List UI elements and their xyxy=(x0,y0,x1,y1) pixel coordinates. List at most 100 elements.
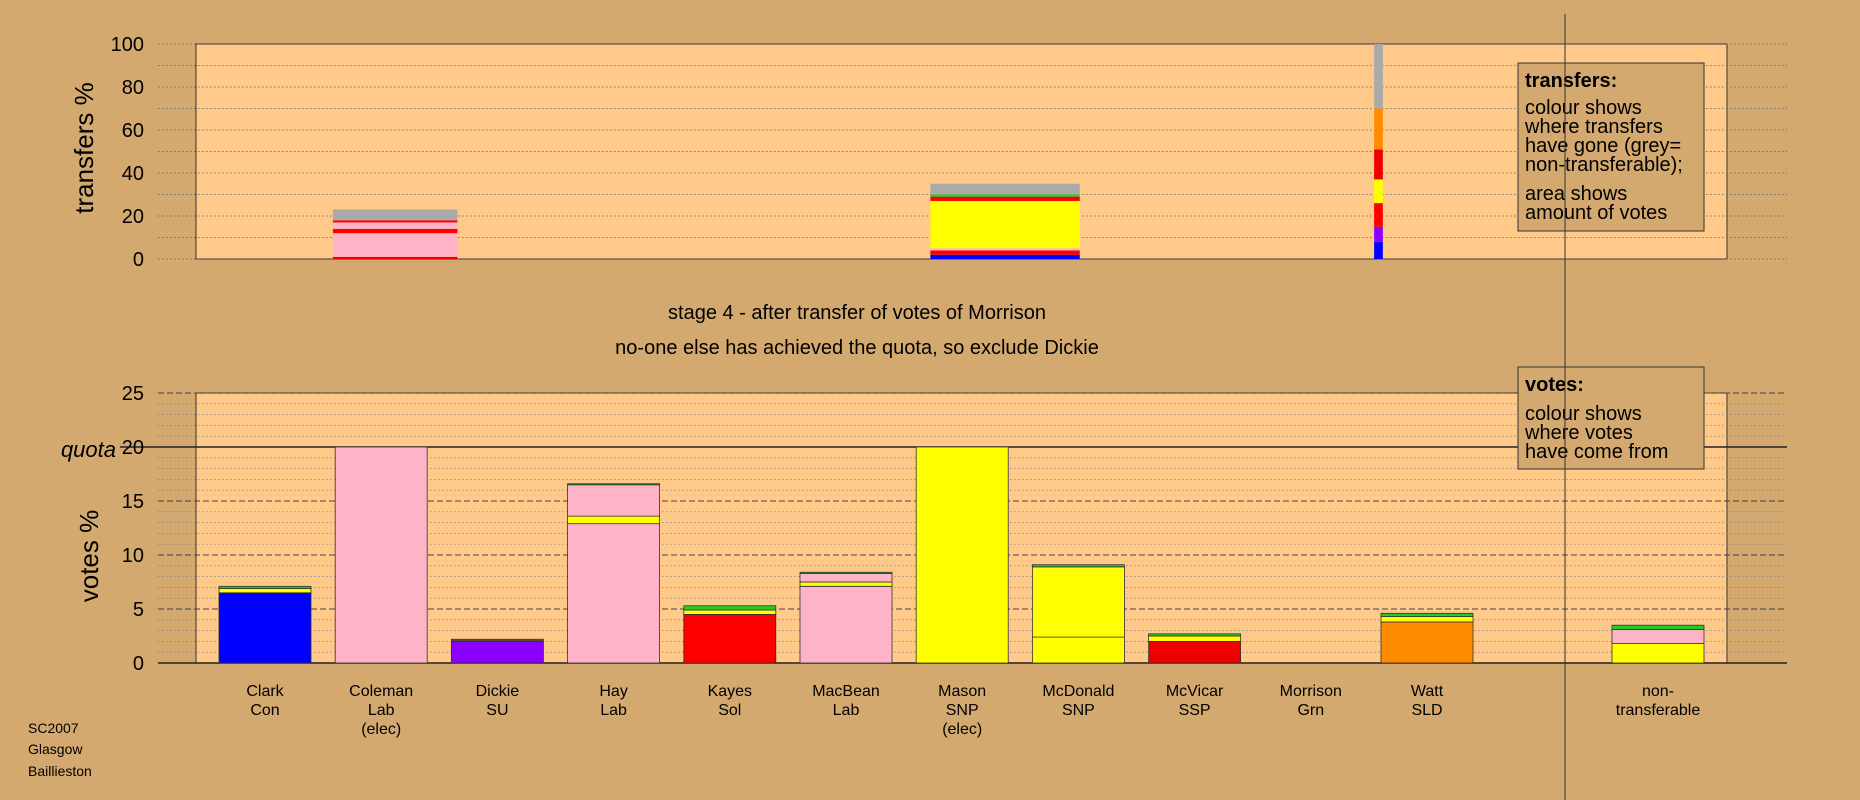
candidate-name: Clark xyxy=(246,683,284,700)
candidate-party: Con xyxy=(250,702,279,719)
transfer-segment-ssp xyxy=(1374,149,1383,180)
transfer-segment-lab xyxy=(930,248,1080,251)
votes-y-tick-label: 0 xyxy=(133,653,144,675)
footer-line: SC2007 xyxy=(28,720,79,736)
transfers-legend-line: where transfers xyxy=(1524,116,1663,138)
vote-segment-snp xyxy=(1148,635,1241,642)
transfer-segment-con xyxy=(1374,241,1383,259)
transfers-legend-line: colour shows xyxy=(1525,97,1642,119)
candidate-party: Lab xyxy=(600,702,627,719)
votes-y-tick-label: 20 xyxy=(122,437,144,459)
candidate-name: Morrison xyxy=(1280,683,1342,700)
transfer-segment-nontransferable xyxy=(930,183,1080,195)
candidate-name: Hay xyxy=(599,683,627,700)
candidate-bar-mcdonald xyxy=(1032,564,1125,664)
vote-segment-lab xyxy=(567,484,660,517)
candidate-name: MacBean xyxy=(812,683,880,700)
vote-segment-snp xyxy=(218,588,312,594)
votes-y-ticks: 0 5 10 15 20 25 xyxy=(122,383,144,675)
votes-legend: votes: colour shows where votes have com… xyxy=(1517,366,1705,470)
candidate-note: (elec) xyxy=(942,721,982,738)
transfer-segment-sld xyxy=(1374,108,1383,150)
vote-segment-grn xyxy=(1611,624,1705,630)
transfer-segment-lab xyxy=(332,233,458,257)
vote-segment-snp xyxy=(1380,616,1474,623)
vote-segment-grn xyxy=(799,571,893,574)
candidate-bar-clark xyxy=(218,585,312,664)
candidate-name: Coleman xyxy=(349,683,413,700)
vote-segment-sld xyxy=(1380,621,1474,664)
candidate-name: Kayes xyxy=(708,683,752,700)
candidate-name: Watt xyxy=(1411,683,1444,700)
transfers-legend: transfers: colour shows where transfers … xyxy=(1517,62,1705,232)
transfers-y-tick-label: 0 xyxy=(133,249,144,271)
transfers-y-ticks: 0 20 40 60 80 100 xyxy=(111,34,144,271)
candidate-party: SU xyxy=(486,702,508,719)
candidate-party: transferable xyxy=(1616,702,1701,719)
candidate-party: Lab xyxy=(368,702,395,719)
votes-legend-title: votes: xyxy=(1525,374,1584,396)
transfers-grid xyxy=(158,43,1787,260)
vote-segment-lab xyxy=(799,572,893,583)
transfers-y-tick-label: 20 xyxy=(122,206,144,228)
vote-segment-grn xyxy=(1148,633,1241,637)
candidate-party: Grn xyxy=(1297,702,1324,719)
votes-legend-line: have come from xyxy=(1525,441,1668,463)
transfers-y-tick-label: 80 xyxy=(122,77,144,99)
transfer-segment-su xyxy=(1374,226,1383,242)
candidate-party: SLD xyxy=(1411,702,1442,719)
vote-segment-grn xyxy=(1032,564,1125,568)
candidate-bar-mcvicar xyxy=(1148,633,1241,664)
vote-segment-lab xyxy=(334,446,428,664)
candidate-bar-macbean xyxy=(799,571,893,664)
candidate-bar-watt xyxy=(1380,612,1474,664)
vote-segment-grn xyxy=(567,483,660,486)
vote-segment-snp xyxy=(683,609,777,615)
vote-segment-lab xyxy=(1611,629,1705,644)
votes-bars xyxy=(218,446,1705,664)
stage-title: stage 4 - after transfer of votes of Mor… xyxy=(668,302,1046,324)
votes-y-axis-title: votes % xyxy=(74,510,104,603)
candidate-name: Mason xyxy=(938,683,986,700)
transfer-segment-con xyxy=(930,254,1080,259)
transfers-legend-title: transfers: xyxy=(1525,70,1617,92)
transfers-y-tick-label: 100 xyxy=(111,34,144,56)
candidate-party: SSP xyxy=(1179,702,1211,719)
transfer-segment-sol xyxy=(332,220,458,223)
transfer-segment-sol xyxy=(332,228,458,234)
candidate-name: Dickie xyxy=(476,683,520,700)
transfer-segment-nontransferable xyxy=(332,209,458,221)
votes-y-tick-label: 15 xyxy=(122,491,144,513)
candidate-bar-non xyxy=(1611,624,1705,664)
vote-segment-grn xyxy=(1380,612,1474,617)
transfers-legend-line: area shows xyxy=(1525,183,1627,205)
transfer-segment-snp xyxy=(1374,179,1383,204)
votes-y-tick-label: 10 xyxy=(122,545,144,567)
transfers-legend-line: non-transferable); xyxy=(1525,154,1683,176)
candidate-bar-dickie xyxy=(450,638,544,664)
transfer-segment-sol xyxy=(930,196,1080,201)
transfers-legend-line: have gone (grey= xyxy=(1525,135,1681,157)
transfer-segment-snp xyxy=(930,200,1080,249)
footer-line: Glasgow xyxy=(28,741,83,757)
transfers-legend-line: amount of votes xyxy=(1525,202,1667,224)
candidate-bar-hay xyxy=(567,483,660,664)
vote-segment-snp xyxy=(1611,643,1705,664)
candidate-bar-mason xyxy=(915,446,1009,664)
vote-segment-grn xyxy=(450,638,544,641)
vote-segment-snp xyxy=(915,446,1009,664)
footer-line: Baillieston xyxy=(28,763,92,779)
transfer-bar-morrison xyxy=(1374,44,1383,259)
vote-segment-snp xyxy=(799,581,893,587)
candidate-bar-kayes xyxy=(683,605,777,664)
votes-panel: 0 5 10 15 20 25 Clark Con Coleman Lab (elec) Dicki… xyxy=(61,366,1787,738)
quota-label: quota xyxy=(61,437,116,462)
candidate-name: McDonald xyxy=(1042,683,1114,700)
transfer-segment-grn xyxy=(930,194,1080,197)
vote-segment-snp xyxy=(567,515,660,525)
candidate-party: Lab xyxy=(833,702,860,719)
vote-segment-lab xyxy=(799,585,893,664)
transfer-bar-mason xyxy=(930,183,1080,259)
transfers-y-axis-title: transfers % xyxy=(69,82,99,214)
